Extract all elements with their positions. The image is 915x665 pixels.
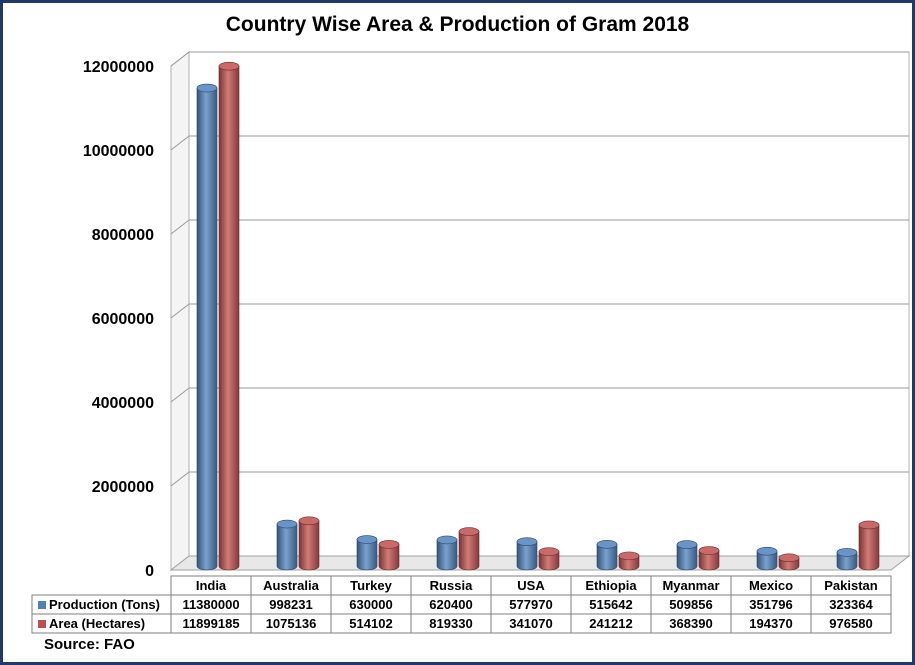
gridline-side bbox=[170, 303, 190, 319]
bar-top bbox=[218, 61, 240, 71]
bar-top bbox=[618, 551, 640, 561]
x-category-label: Russia bbox=[430, 578, 473, 593]
x-category-label: USA bbox=[517, 578, 545, 593]
bar-area bbox=[458, 531, 480, 571]
bar-top bbox=[516, 537, 538, 547]
bar-top bbox=[196, 83, 218, 93]
bar-area bbox=[698, 550, 720, 571]
data-table-value: 515642 bbox=[589, 597, 632, 612]
legend-swatch bbox=[38, 620, 46, 628]
y-tick-label: 0 bbox=[145, 563, 154, 580]
gridline-side bbox=[170, 387, 190, 403]
bar-top bbox=[298, 516, 320, 526]
data-table-value: 351796 bbox=[749, 597, 792, 612]
y-tick-label: 4000000 bbox=[92, 395, 154, 412]
data-table-value: 577970 bbox=[509, 597, 552, 612]
bar-production bbox=[276, 523, 298, 571]
bar-production bbox=[756, 550, 778, 571]
bar-top bbox=[436, 535, 458, 545]
bar-area bbox=[378, 544, 400, 571]
data-table-value: 11899185 bbox=[182, 616, 239, 631]
bar-production bbox=[356, 539, 378, 571]
data-table-value: 241212 bbox=[589, 616, 632, 631]
gridline-side bbox=[170, 135, 190, 151]
y-tick-label: 6000000 bbox=[92, 311, 154, 328]
legend-swatch bbox=[38, 601, 46, 609]
data-table-value: 630000 bbox=[349, 597, 392, 612]
chart-title: Country Wise Area & Production of Gram 2… bbox=[225, 13, 690, 36]
chart-canvas: 0 2000000 4000000 6000000 8000000 10000000 120… bbox=[31, 50, 911, 634]
bar-top bbox=[458, 527, 480, 536]
bar-top bbox=[378, 540, 400, 549]
data-table-value: 514102 bbox=[349, 616, 392, 631]
bar-top bbox=[276, 519, 298, 529]
legend-series-name: Production (Tons) bbox=[49, 597, 160, 612]
data-table-frame bbox=[170, 575, 892, 634]
x-category-label: Myanmar bbox=[662, 578, 719, 593]
bar-top bbox=[756, 546, 778, 556]
gridline-side bbox=[170, 51, 190, 67]
gridline-side bbox=[170, 219, 190, 235]
bar-production bbox=[436, 539, 458, 571]
bar-top bbox=[676, 540, 698, 549]
y-tick-label: 2000000 bbox=[92, 479, 154, 496]
data-table-value: 1075136 bbox=[266, 616, 317, 631]
x-category-label: Australia bbox=[263, 578, 319, 593]
bar-area bbox=[538, 551, 560, 571]
x-category-label: Mexico bbox=[749, 578, 793, 593]
bar-area bbox=[858, 524, 880, 571]
data-table-value: 998231 bbox=[269, 597, 312, 612]
bar-production bbox=[836, 552, 858, 571]
bar-production bbox=[596, 544, 618, 571]
source-label: Source: FAO bbox=[44, 636, 135, 653]
x-category-label: Ethiopia bbox=[585, 578, 637, 593]
y-tick-label: 10000000 bbox=[83, 143, 154, 160]
data-table-value: 194370 bbox=[749, 616, 792, 631]
data-table-value: 509856 bbox=[669, 597, 712, 612]
bar-top bbox=[778, 553, 800, 563]
gridline-side bbox=[170, 471, 190, 487]
data-table-value: 323364 bbox=[829, 597, 873, 612]
bar-top bbox=[858, 520, 880, 530]
bar-top bbox=[356, 535, 378, 544]
bar-top bbox=[538, 547, 560, 556]
bar-area bbox=[298, 520, 320, 571]
legend-series-name: Area (Hectares) bbox=[49, 616, 145, 631]
bar-production bbox=[676, 544, 698, 571]
data-table-value: 341070 bbox=[509, 616, 552, 631]
bar-area bbox=[218, 65, 240, 571]
x-category-label: India bbox=[196, 578, 227, 593]
bar-production bbox=[196, 87, 218, 571]
bar-top bbox=[836, 548, 858, 557]
data-table-value: 620400 bbox=[429, 597, 472, 612]
bar-top bbox=[596, 540, 618, 549]
data-table-value: 976580 bbox=[829, 616, 872, 631]
x-category-label: Turkey bbox=[350, 578, 392, 593]
bar-production bbox=[516, 541, 538, 571]
data-table-value: 11380000 bbox=[182, 597, 239, 612]
y-tick-label: 8000000 bbox=[92, 227, 154, 244]
y-tick-label: 12000000 bbox=[83, 59, 154, 76]
data-table-value: 819330 bbox=[429, 616, 472, 631]
data-table-value: 368390 bbox=[669, 616, 712, 631]
bar-top bbox=[698, 546, 720, 555]
x-category-label: Pakistan bbox=[824, 578, 878, 593]
